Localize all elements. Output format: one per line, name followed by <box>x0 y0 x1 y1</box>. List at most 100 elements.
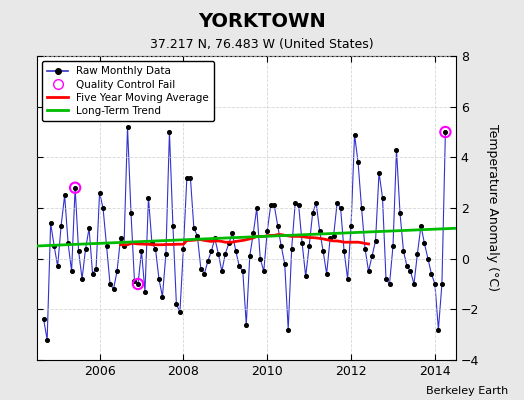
Point <box>64 240 72 247</box>
Point <box>204 258 212 264</box>
Point <box>193 233 202 239</box>
Point <box>312 200 320 206</box>
Point <box>319 248 328 254</box>
Point <box>291 200 299 206</box>
Point <box>214 250 223 257</box>
Point <box>92 266 100 272</box>
Point <box>43 336 51 343</box>
Point <box>385 281 394 287</box>
Point <box>134 281 142 287</box>
Point <box>151 245 160 252</box>
Point <box>39 316 48 323</box>
Point <box>71 184 79 191</box>
Point <box>267 202 275 209</box>
Point <box>288 245 296 252</box>
Point <box>225 240 233 247</box>
Point <box>176 309 184 315</box>
Text: YORKTOWN: YORKTOWN <box>198 12 326 31</box>
Point <box>155 276 163 282</box>
Point <box>396 210 404 216</box>
Point <box>280 260 289 267</box>
Point <box>148 240 156 247</box>
Point <box>221 250 230 257</box>
Point <box>403 263 411 270</box>
Point <box>102 243 111 249</box>
Point <box>144 195 152 201</box>
Point <box>357 205 366 211</box>
Point <box>162 250 170 257</box>
Point <box>305 243 313 249</box>
Point <box>106 281 114 287</box>
Point <box>294 202 303 209</box>
Point <box>399 248 408 254</box>
Text: 37.217 N, 76.483 W (United States): 37.217 N, 76.483 W (United States) <box>150 38 374 51</box>
Point <box>71 184 79 191</box>
Point <box>141 288 149 295</box>
Point <box>99 205 107 211</box>
Point <box>336 205 345 211</box>
Point <box>60 192 69 198</box>
Point <box>95 190 104 196</box>
Point <box>57 222 66 229</box>
Point <box>158 294 167 300</box>
Point <box>347 222 355 229</box>
Point <box>301 273 310 280</box>
Point <box>137 248 146 254</box>
Point <box>186 174 194 181</box>
Point <box>389 243 397 249</box>
Point <box>309 210 317 216</box>
Point <box>179 245 188 252</box>
Point <box>438 281 446 287</box>
Point <box>330 233 338 239</box>
Point <box>211 235 219 242</box>
Point <box>190 225 198 232</box>
Point <box>351 131 359 138</box>
Point <box>228 230 236 236</box>
Point <box>270 202 278 209</box>
Point <box>232 248 240 254</box>
Point <box>354 159 362 166</box>
Point <box>246 253 254 259</box>
Point <box>165 129 173 135</box>
Point <box>343 276 352 282</box>
Point <box>217 268 226 274</box>
Point <box>127 210 135 216</box>
Point <box>427 271 435 277</box>
Point <box>238 268 247 274</box>
Point <box>326 235 334 242</box>
Point <box>249 230 257 236</box>
Point <box>256 256 265 262</box>
Point <box>413 250 422 257</box>
Point <box>361 245 369 252</box>
Point <box>298 240 307 247</box>
Point <box>123 124 132 130</box>
Point <box>406 268 414 274</box>
Point <box>274 222 282 229</box>
Point <box>53 263 62 270</box>
Point <box>315 228 324 234</box>
Point <box>259 268 268 274</box>
Point <box>116 235 125 242</box>
Point <box>277 243 286 249</box>
Point <box>410 281 418 287</box>
Point <box>424 256 432 262</box>
Point <box>85 225 93 232</box>
Point <box>113 268 121 274</box>
Point <box>68 268 76 274</box>
Point <box>368 253 376 259</box>
Point <box>417 222 425 229</box>
Point <box>81 245 90 252</box>
Point <box>78 276 86 282</box>
Point <box>110 286 118 292</box>
Point <box>120 243 128 249</box>
Point <box>375 169 383 176</box>
Point <box>47 220 55 226</box>
Point <box>420 240 429 247</box>
Point <box>74 248 83 254</box>
Point <box>431 281 439 287</box>
Point <box>263 228 271 234</box>
Point <box>392 146 401 153</box>
Point <box>441 129 450 135</box>
Point <box>183 174 191 181</box>
Point <box>89 271 97 277</box>
